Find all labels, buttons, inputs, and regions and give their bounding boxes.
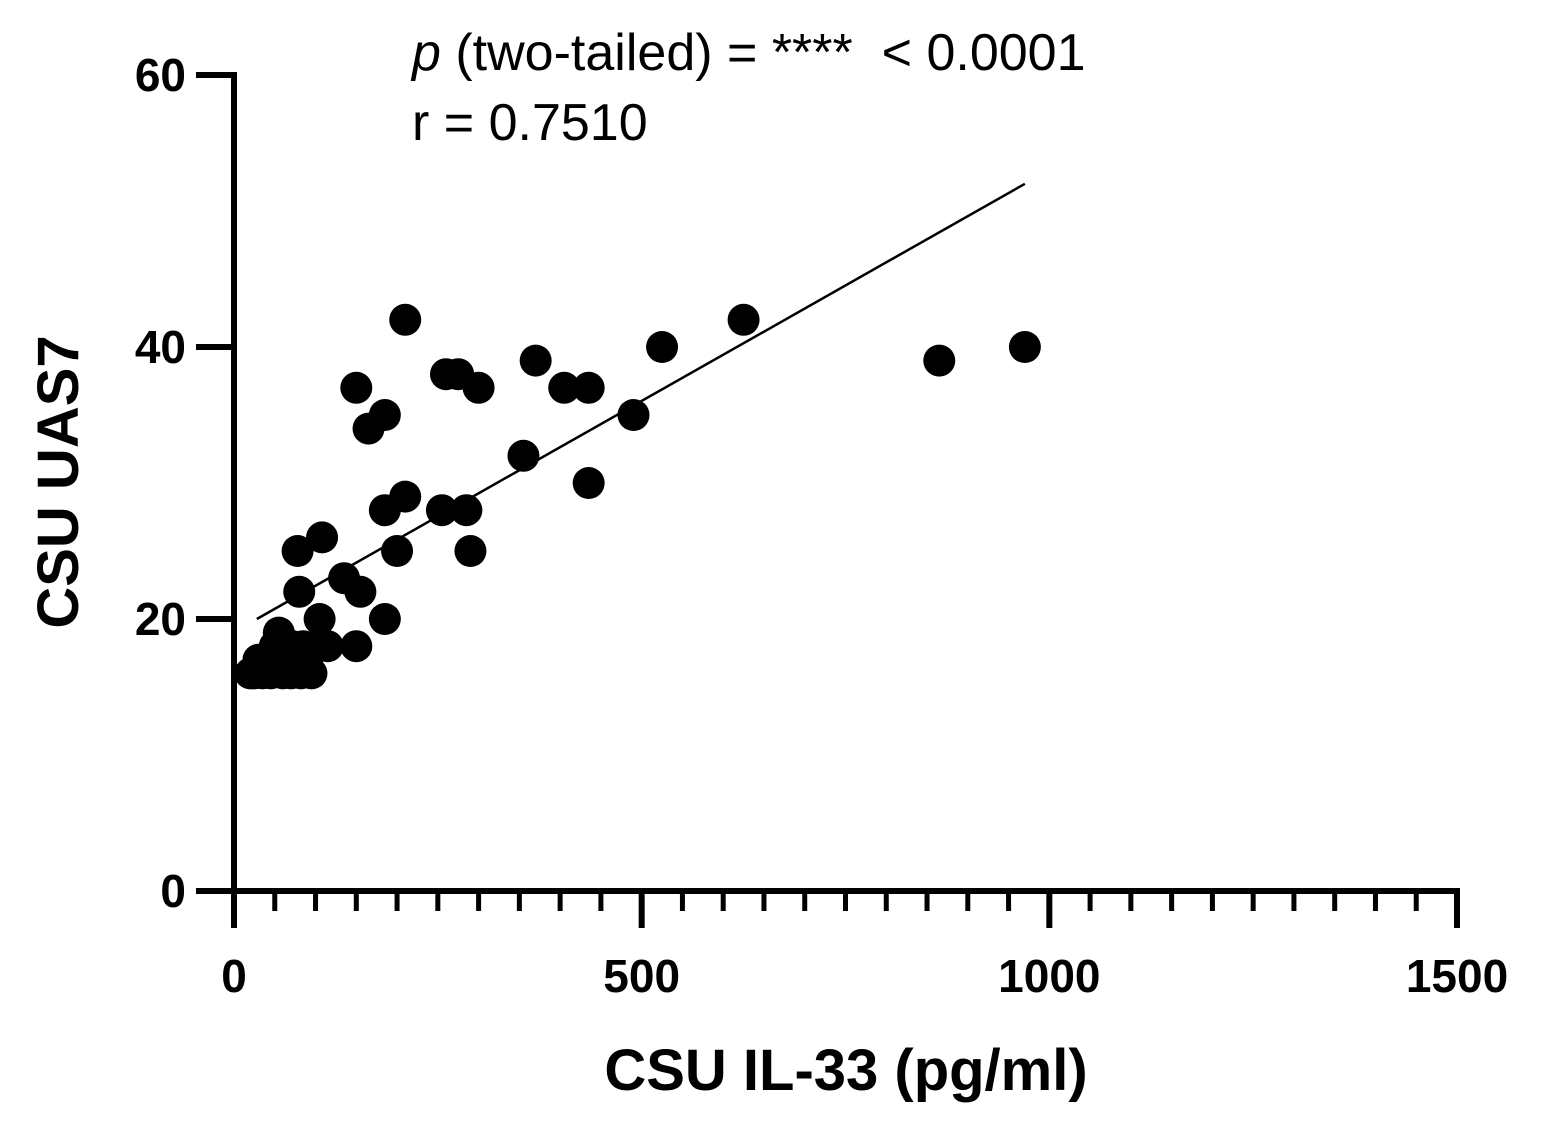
- data-point: [368, 603, 401, 635]
- stats-annotation: p (two-tailed) = **** < 0.0001 r = 0.751…: [410, 24, 1086, 152]
- data-point: [646, 331, 679, 363]
- x-axis-ticks: 0 500 1000 1500: [221, 891, 1508, 1002]
- data-point: [389, 480, 422, 513]
- x-axis-title: CSU IL-33 (pg/ml): [604, 1038, 1087, 1103]
- data-point: [281, 535, 314, 567]
- data-point: [340, 371, 373, 404]
- x-tick-label-1000: 1000: [998, 950, 1100, 1002]
- p-value-text: p (two-tailed) = **** < 0.0001: [410, 24, 1086, 82]
- x-tick-label-1500: 1500: [1406, 950, 1508, 1002]
- data-point: [389, 303, 422, 336]
- y-tick-label-40: 40: [135, 321, 186, 373]
- data-point: [572, 371, 605, 404]
- data-point: [340, 630, 373, 663]
- y-tick-label-60: 60: [135, 49, 186, 101]
- data-point: [923, 344, 956, 377]
- x-tick-label-500: 500: [603, 950, 680, 1002]
- data-point: [454, 535, 487, 567]
- y-axis-title: CSU UAS7: [26, 335, 91, 628]
- data-point: [572, 467, 605, 499]
- p-value-rest: (two-tailed) = **** < 0.0001: [441, 24, 1086, 82]
- data-point: [283, 575, 316, 608]
- x-axis-minor-ticks: [272, 891, 1419, 911]
- y-tick-label-20: 20: [135, 593, 186, 645]
- y-tick-label-0: 0: [160, 865, 186, 917]
- r-value-text: r = 0.7510: [412, 94, 648, 152]
- p-symbol: p: [410, 24, 441, 82]
- data-point: [548, 371, 581, 404]
- data-point: [295, 657, 328, 690]
- data-point: [450, 494, 483, 527]
- data-point: [1008, 331, 1041, 363]
- data-point: [303, 603, 336, 635]
- data-point: [381, 535, 414, 567]
- data-point: [462, 371, 495, 404]
- data-point: [425, 494, 458, 527]
- y-axis-ticks: 0 20 40 60: [135, 49, 234, 917]
- data-point: [344, 575, 377, 608]
- data-point: [306, 521, 339, 554]
- x-tick-label-0: 0: [221, 950, 247, 1002]
- data-point: [507, 439, 540, 472]
- data-point: [368, 399, 401, 431]
- data-point: [617, 399, 650, 431]
- data-point: [727, 303, 760, 336]
- data-points: [234, 303, 1041, 690]
- data-point: [311, 630, 344, 663]
- data-point: [519, 344, 552, 377]
